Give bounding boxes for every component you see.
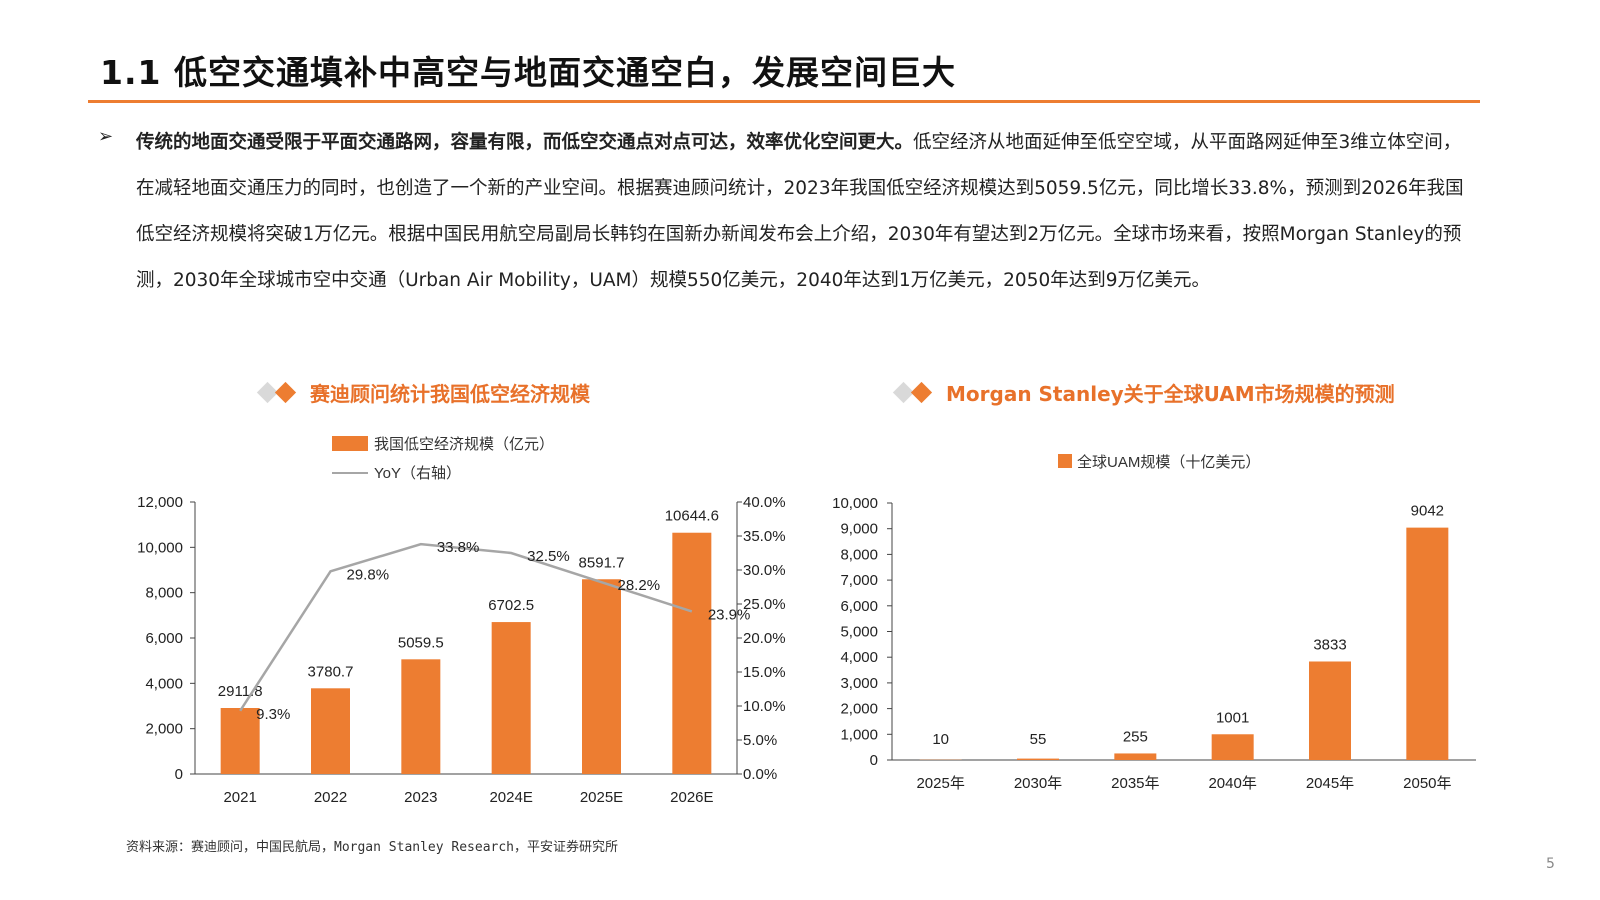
bar-2023: [401, 659, 441, 774]
chart2-heading-text: Morgan Stanley关于全球UAM市场规模的预测: [946, 382, 1395, 406]
chart1-heading-text: 赛迪顾问统计我国低空经济规模: [310, 382, 590, 406]
bar-data-label: 8591.7: [579, 554, 625, 571]
legend-bar-label: 我国低空经济规模（亿元）: [374, 436, 554, 453]
legend-bar-swatch: [1058, 454, 1072, 468]
bar-2035年: [1114, 753, 1157, 760]
bar-2021: [220, 707, 260, 774]
y2-tick-label: 15.0%: [743, 664, 786, 681]
y-tick-label: 1,000: [840, 726, 878, 743]
y-tick-label: 0: [870, 752, 878, 769]
y2-tick-label: 35.0%: [743, 528, 786, 545]
bar-2025E: [582, 579, 621, 774]
y-tick-label: 8,000: [145, 585, 183, 602]
source-note: 资料来源：赛迪顾问，中国民航局，Morgan Stanley Research，…: [126, 840, 619, 855]
y-tick-label: 10,000: [832, 495, 878, 512]
yoy-line: [239, 542, 693, 712]
y2-tick-label: 20.0%: [743, 630, 786, 647]
y-tick-label: 2,000: [145, 721, 183, 738]
para-bold-lead: 传统的地面交通受限于平面交通路网，容量有限，而低空交通点对点可达，效率优化空间更…: [136, 132, 914, 153]
bar-2024E: [491, 622, 531, 774]
x-tick-label: 2023: [404, 789, 437, 806]
x-tick-label: 2045年: [1306, 775, 1354, 792]
y2-tick-label: 5.0%: [743, 732, 777, 749]
legend-bar-label: 全球UAM规模（十亿美元）: [1077, 453, 1260, 471]
arrow-bullet-icon: ➢: [98, 126, 114, 147]
yoy-data-label: 33.8%: [437, 539, 480, 556]
y-tick-label: 12,000: [137, 494, 183, 511]
bar-data-label: 9042: [1411, 503, 1444, 520]
bar-data-label: 5059.5: [398, 634, 444, 651]
y-tick-label: 5,000: [840, 624, 878, 641]
y-tick-label: 10,000: [137, 539, 183, 556]
page-title: 1.1 低空交通填补中高空与地面交通空白，发展空间巨大: [100, 53, 956, 92]
y2-tick-label: 10.0%: [743, 698, 786, 715]
y2-tick-label: 30.0%: [743, 562, 786, 579]
diamond-icon: [256, 379, 300, 407]
legend-line-label: YoY（右轴）: [374, 465, 461, 482]
x-tick-label: 2024E: [489, 789, 532, 806]
bar-data-label: 1001: [1216, 709, 1249, 726]
para-text: 低空经济从地面延伸至低空空域，从平面路网延伸至3维立体空间，在减轻地面交通压力的…: [136, 132, 1464, 291]
chart1-heading: 赛迪顾问统计我国低空经济规模: [256, 378, 590, 407]
y2-tick-label: 25.0%: [743, 596, 786, 613]
bar-2040年: [1211, 734, 1254, 760]
page-number: 5: [1546, 856, 1555, 872]
x-tick-label: 2022: [314, 789, 347, 806]
bar-2045年: [1309, 661, 1351, 760]
y-tick-label: 3,000: [840, 675, 878, 692]
bar-data-label: 6702.5: [488, 597, 534, 614]
x-tick-label: 2040年: [1208, 775, 1256, 792]
title-divider: [88, 100, 1480, 103]
bar-data-label: 3780.7: [308, 663, 354, 680]
y-tick-label: 6,000: [840, 598, 878, 615]
bar-2022: [311, 688, 350, 774]
yoy-data-label: 9.3%: [256, 706, 290, 723]
yoy-data-label: 23.9%: [708, 606, 751, 623]
y-tick-label: 7,000: [840, 572, 878, 589]
bar-data-label: 10644.6: [665, 508, 719, 525]
chart-low-altitude-economy: 我国低空经济规模（亿元） YoY（右轴） 0 2,000 4,000 6,000 8,000…: [137, 436, 786, 806]
bar-data-label: 255: [1123, 728, 1148, 745]
bar-2026E: [672, 532, 712, 774]
x-tick-label: 2030年: [1014, 775, 1062, 792]
yoy-data-label: 28.2%: [618, 577, 661, 594]
y-tick-label: 8,000: [840, 546, 878, 563]
y-tick-label: 0: [175, 766, 183, 783]
x-tick-label: 2050年: [1403, 775, 1451, 792]
x-tick-label: 2026E: [670, 789, 713, 806]
diamond-icon: [892, 379, 936, 407]
y2-tick-label: 40.0%: [743, 494, 786, 511]
x-tick-label: 2035年: [1111, 775, 1159, 792]
chart-global-uam: 全球UAM规模（十亿美元） 0 1,000 2,000 3,000 4,000 5,000 6…: [832, 453, 1476, 792]
y-tick-label: 4,000: [840, 649, 878, 666]
bar-data-label: 3833: [1313, 636, 1346, 653]
x-tick-label: 2025年: [916, 775, 964, 792]
yoy-data-label: 29.8%: [347, 566, 390, 583]
body-paragraph: 传统的地面交通受限于平面交通路网，容量有限，而低空交通点对点可达，效率优化空间更…: [136, 120, 1476, 304]
y-tick-label: 9,000: [840, 521, 878, 538]
y-tick-label: 6,000: [145, 630, 183, 647]
bar-data-label: 10: [932, 731, 949, 748]
bar-2050年: [1406, 527, 1449, 760]
y-tick-label: 2,000: [840, 701, 878, 718]
bar-data-label: 55: [1030, 731, 1047, 748]
x-tick-label: 2025E: [580, 789, 623, 806]
bar-2030年: [1017, 758, 1059, 760]
x-tick-label: 2021: [223, 789, 256, 806]
yoy-data-label: 32.5%: [527, 548, 570, 565]
chart2-heading: Morgan Stanley关于全球UAM市场规模的预测: [892, 378, 1395, 407]
legend-bar-swatch: [332, 436, 368, 451]
y-tick-label: 4,000: [145, 675, 183, 692]
y2-tick-label: 0.0%: [743, 766, 777, 783]
